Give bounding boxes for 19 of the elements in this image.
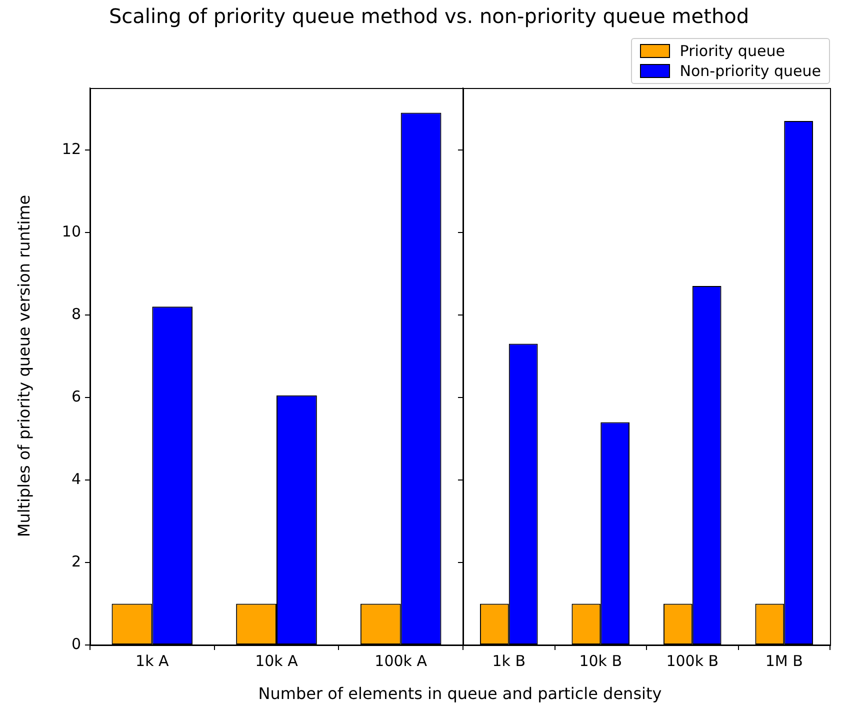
x-tick-label: 100k B (666, 652, 719, 670)
legend-label: Priority queue (680, 42, 785, 60)
chart-title: Scaling of priority queue method vs. non-priority queue method (108, 4, 750, 28)
y-tick-label: 6 (71, 387, 81, 406)
x-axis-title: Number of elements in queue and particle density (257, 684, 663, 703)
x-tick-label: 1M B (765, 652, 803, 670)
x-tick-label: 100k A (374, 652, 428, 670)
x-tick-label: 10k A (255, 652, 299, 670)
y-tick-label: 2 (71, 552, 81, 570)
x-tick-label: 10k B (579, 652, 622, 670)
y-tick-label: 0 (71, 634, 81, 653)
y-tick-label: 8 (71, 304, 81, 323)
y-tick-label: 12 (62, 140, 81, 158)
y-tick-label: 10 (62, 222, 81, 240)
legend-label: Non-priority queue (680, 62, 821, 80)
x-tick-label: 1k A (136, 652, 170, 670)
y-tick-label: 4 (71, 470, 81, 488)
x-tick-label: 1k B (492, 652, 526, 670)
y-axis-title: Multiples of priority queue version runtime (14, 194, 34, 538)
